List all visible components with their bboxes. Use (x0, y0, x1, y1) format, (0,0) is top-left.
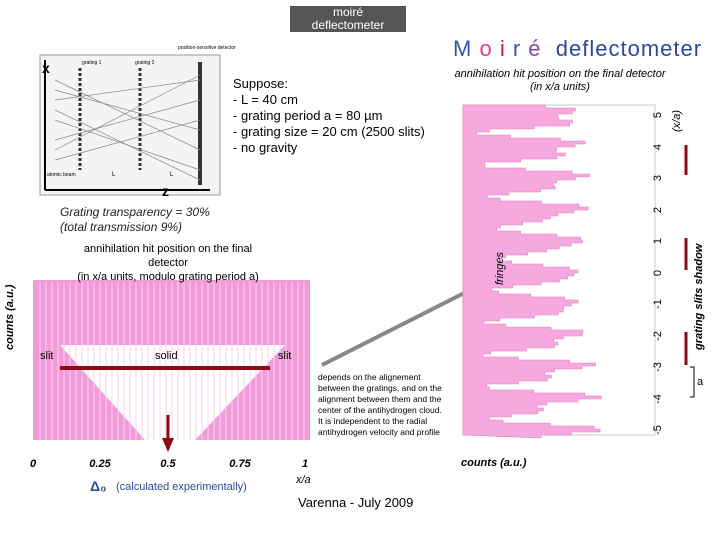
delta-symbol: Δ₀ (90, 478, 107, 494)
delta-arrowhead (162, 438, 174, 452)
y-tick-label: -5 (652, 425, 664, 435)
y-tick-label: -2 (652, 330, 664, 341)
x-tick-label: 0.75 (229, 458, 251, 470)
transparency-line: Grating transparency = 30% (60, 205, 210, 219)
delta-note: (calculated experimentally) (116, 481, 247, 493)
footer: Varenna - July 2009 (298, 495, 414, 510)
assumption-line: - no gravity (233, 140, 298, 155)
diagram-label: position-sensitive detector (178, 45, 236, 51)
note-line: center of the antihydrogen cloud. (318, 405, 442, 415)
pointer-arrow (321, 283, 481, 367)
title-letter: r (512, 36, 522, 61)
badge-line: deflectometer (311, 18, 385, 32)
title-letter: o (479, 36, 493, 61)
assumptions: Suppose: - L = 40 cm - grating period a = … (233, 76, 425, 156)
transparency: Grating transparency = 30% (total transmi… (60, 205, 210, 235)
x-tick-label: 0.5 (160, 458, 176, 470)
y-axis-label: (x/a) (671, 110, 683, 132)
alignment-note: depends on the alignement between the gra… (318, 372, 442, 438)
region-label: solid (155, 350, 178, 362)
y-tick-label: -1 (652, 299, 664, 309)
title: M o i r é deflectometer (453, 36, 702, 62)
note-line: It is independent to the radial (318, 416, 428, 426)
y-tick-label: 5 (652, 111, 664, 119)
a-label: a (697, 376, 704, 388)
caption-line: annihilation hit position on the final d… (454, 68, 666, 80)
note-line: between the gratings, and on the (318, 383, 442, 393)
caption-line: (in x/a units, modulo grating period a) (77, 271, 259, 283)
y-tick-label: 0 (652, 269, 664, 276)
y-axis-label: counts (a.u.) (4, 284, 16, 350)
y-tick-label: 1 (652, 237, 664, 245)
shadow-label: grating slits shadow (693, 243, 705, 350)
region-label: slit (278, 350, 292, 362)
left-caption: annihilation hit position on the final de… (58, 242, 278, 284)
y-tick-label: 4 (652, 143, 664, 150)
caption-line: (in x/a units) (530, 81, 590, 93)
z-label: z (162, 183, 169, 199)
x-label: x (42, 60, 50, 76)
y-tick-label: 2 (652, 206, 664, 213)
assumption-line: - L = 40 cm (233, 92, 298, 107)
diagram-label: L (112, 172, 116, 178)
diagram-label: grating 2 (135, 60, 155, 66)
y-tick-label: -3 (652, 362, 664, 372)
y-tick-label: 3 (652, 174, 664, 182)
x-axis-label: x/a (296, 474, 311, 486)
diagram-label: grating 1 (82, 60, 102, 66)
assumption-line: Suppose: (233, 76, 288, 91)
x-tick-label: 1 (301, 458, 309, 470)
rays (54, 74, 201, 181)
title-letter: M (453, 36, 473, 61)
assumption-line: - grating size = 20 cm (2500 slits) (233, 124, 425, 139)
diagram-label: L (170, 172, 174, 178)
title-letter: é (528, 36, 542, 61)
transparency-line: (total transmission 9%) (60, 220, 183, 234)
right-caption: annihilation hit position on the final d… (440, 68, 680, 94)
note-line: antihydrogen velocity and profile (318, 427, 440, 437)
x-axis-label: counts (a.u.) (461, 457, 527, 469)
assumption-line: - grating period a = 80 µm (233, 108, 383, 123)
left-histogram (33, 280, 310, 440)
caption-line: detector (148, 257, 188, 269)
note-line: alignment between them and the (318, 394, 442, 404)
caption-line: annihilation hit position on the final (83, 243, 253, 255)
badge-line: moiré (332, 5, 363, 19)
a-bracket (690, 366, 695, 398)
title-letter: i (499, 36, 506, 61)
y-tick-label: -4 (652, 393, 664, 404)
fringes-label: fringes (494, 251, 506, 285)
x-tick-label: 0.25 (89, 458, 111, 470)
badge-box (290, 6, 406, 32)
diagram-label: atomic beam (47, 172, 76, 178)
badge: moiré deflectometer (290, 6, 406, 32)
fringe-histogram (462, 104, 602, 439)
note-line: depends on the alignement (318, 372, 421, 382)
x-tick-label: 0 (29, 458, 37, 470)
title-word: deflectometer (555, 36, 703, 61)
region-label: slit (40, 350, 54, 362)
